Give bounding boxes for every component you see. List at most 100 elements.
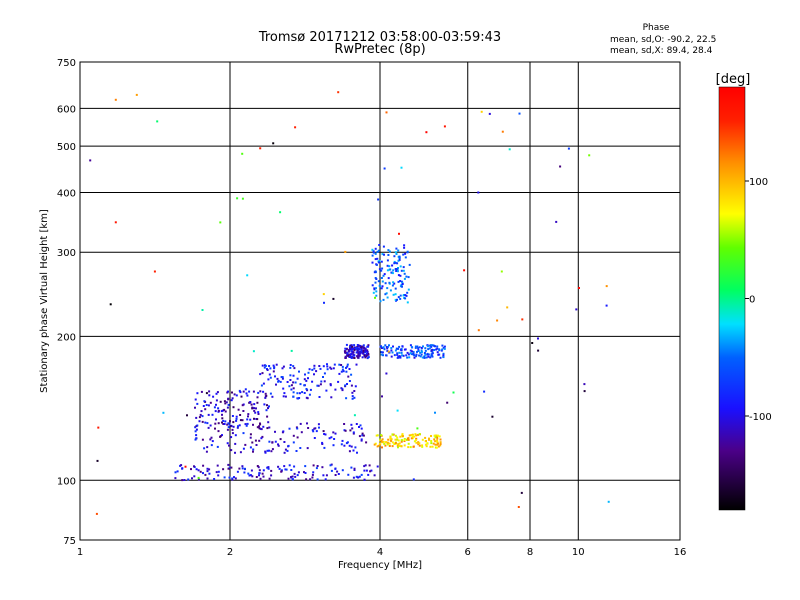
data-point: [235, 394, 238, 397]
data-point: [344, 250, 347, 253]
data-point: [354, 446, 357, 449]
data-point: [443, 125, 446, 128]
data-point: [266, 404, 268, 407]
data-point: [292, 434, 295, 437]
data-point: [496, 319, 499, 322]
data-point: [388, 442, 391, 445]
data-point: [415, 438, 418, 441]
data-point: [403, 444, 406, 447]
data-point: [291, 475, 294, 478]
data-point: [324, 478, 327, 481]
data-point: [380, 439, 383, 442]
data-point: [427, 348, 430, 351]
data-point: [203, 400, 206, 403]
data-point: [323, 380, 326, 383]
data-point: [393, 282, 396, 285]
data-point: [230, 399, 233, 402]
data-point: [419, 355, 422, 358]
data-point: [311, 380, 314, 383]
data-point: [332, 367, 335, 370]
data-point: [263, 366, 266, 369]
data-point: [517, 506, 520, 508]
data-point: [343, 423, 346, 425]
data-point: [358, 354, 361, 357]
data-point: [231, 397, 234, 400]
data-point: [436, 437, 439, 440]
data-point: [363, 478, 366, 481]
data-point: [245, 424, 248, 427]
data-point: [382, 440, 385, 443]
data-point: [436, 434, 439, 437]
data-point: [332, 431, 335, 434]
data-point: [420, 353, 423, 356]
data-point: [313, 373, 315, 376]
data-point: [260, 437, 263, 440]
data-point: [398, 355, 401, 358]
data-point: [194, 426, 197, 429]
phase-stats-o: mean, sd,O: -90.2, 22.5: [610, 35, 716, 45]
chart-title: Tromsø 20171212 03:58:00-03:59:43: [258, 30, 501, 45]
data-point: [367, 353, 370, 356]
data-point: [386, 259, 389, 262]
data-point: [246, 394, 249, 397]
data-point: [363, 347, 366, 350]
data-point: [423, 355, 426, 358]
x-tick-label: 1: [77, 547, 83, 558]
data-point: [387, 438, 390, 441]
data-point: [293, 367, 296, 370]
data-point: [198, 420, 201, 423]
data-point: [249, 436, 252, 439]
data-point: [360, 473, 363, 476]
data-point: [278, 467, 281, 470]
data-point: [207, 413, 210, 416]
data-point: [227, 422, 230, 425]
data-point: [390, 355, 393, 358]
data-point: [390, 439, 393, 442]
y-axis-label: Stationary phase Virtual Height [km]: [39, 209, 50, 393]
data-point: [349, 429, 352, 432]
data-point: [375, 263, 378, 266]
data-point: [244, 388, 247, 391]
data-point: [434, 411, 436, 414]
data-point: [395, 268, 398, 270]
data-point: [318, 365, 321, 367]
data-point: [431, 344, 434, 347]
data-point: [406, 291, 409, 294]
data-point: [393, 262, 396, 265]
data-point: [352, 476, 355, 479]
data-point: [559, 165, 562, 168]
data-point: [353, 349, 356, 351]
data-point: [432, 442, 435, 445]
data-point: [391, 351, 394, 354]
data-point: [356, 344, 359, 346]
data-point: [379, 300, 382, 303]
data-point: [296, 436, 299, 439]
data-point: [373, 287, 376, 290]
data-point: [347, 354, 350, 357]
data-point: [374, 252, 377, 255]
data-point: [356, 350, 359, 353]
data-point: [248, 390, 251, 393]
data-point: [252, 448, 255, 451]
data-point: [403, 246, 406, 249]
data-point: [362, 350, 365, 353]
data-point: [381, 351, 384, 354]
data-point: [272, 370, 275, 373]
data-point: [303, 471, 305, 474]
data-point: [378, 284, 381, 287]
data-point: [379, 345, 382, 348]
data-point: [374, 258, 377, 261]
data-point: [415, 437, 418, 440]
data-point: [382, 245, 385, 248]
data-point: [353, 346, 356, 349]
data-point: [388, 265, 391, 268]
data-point: [269, 376, 272, 379]
data-point: [345, 442, 348, 445]
data-point: [439, 443, 442, 445]
data-point: [301, 391, 304, 394]
data-point: [357, 351, 360, 354]
data-point: [380, 351, 383, 354]
data-point: [367, 473, 370, 476]
data-point: [439, 438, 442, 441]
data-point: [434, 443, 437, 446]
